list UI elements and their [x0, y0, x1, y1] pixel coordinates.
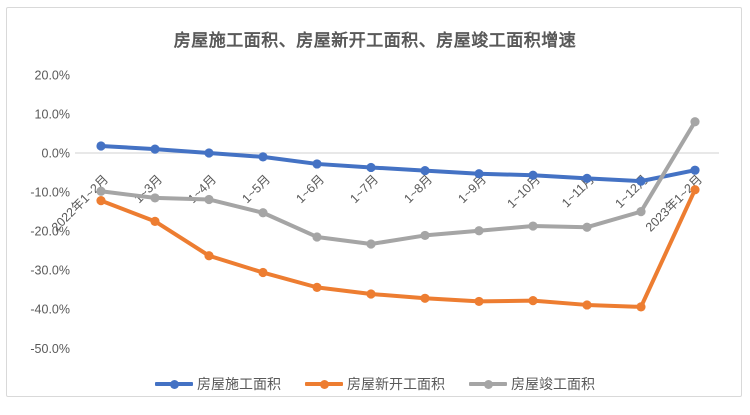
x-axis-category-label: 2023年1~2月	[643, 172, 705, 234]
series-2-marker	[690, 117, 700, 127]
y-axis-tick-label: 0.0%	[42, 147, 71, 161]
series-1-marker	[528, 296, 538, 306]
series-0-marker	[474, 169, 484, 179]
legend-label: 房屋竣工面积	[511, 376, 595, 392]
legend: 房屋施工面积 房屋新开工面积 房屋竣工面积	[0, 374, 750, 394]
series-2-marker	[204, 194, 214, 205]
y-axis-tick-label: 10.0%	[35, 107, 70, 121]
series-line-1	[99, 187, 697, 309]
series-1-marker	[636, 302, 646, 312]
series-0-marker	[258, 152, 268, 162]
legend-dot-icon	[483, 379, 493, 389]
series-1-marker	[96, 196, 106, 206]
x-axis-category-label: 1~3月	[131, 172, 165, 206]
series-0-marker	[366, 162, 376, 173]
legend-label: 房屋新开工面积	[347, 376, 445, 392]
x-axis-category-label: 1~6月	[293, 172, 327, 206]
series-0-marker	[96, 141, 106, 151]
series-2-marker	[258, 208, 268, 218]
legend-item-2: 房屋竣工面积	[469, 374, 595, 394]
series-0-marker	[636, 176, 646, 186]
y-axis-tick-label: -50.0%	[30, 342, 70, 356]
series-2-marker	[420, 230, 430, 241]
series-1-marker	[204, 251, 214, 261]
y-axis-tick-label: -10.0%	[30, 186, 70, 200]
series-1-marker	[366, 289, 376, 299]
series-0-marker	[312, 159, 322, 169]
legend-item-1: 房屋新开工面积	[305, 374, 445, 394]
series-2-marker	[582, 222, 592, 232]
x-axis-category-label: 1~10月	[504, 172, 543, 211]
x-axis-category-label: 1~8月	[401, 172, 435, 206]
legend-label: 房屋施工面积	[197, 376, 281, 392]
legend-line-marker-icon	[155, 379, 193, 389]
y-axis-tick-label: -40.0%	[30, 303, 70, 317]
x-axis-category-label: 1~9月	[455, 172, 489, 206]
series-1-marker	[150, 216, 160, 226]
chart-border-frame	[6, 7, 742, 397]
series-0-marker	[690, 165, 700, 175]
series-2-marker	[528, 221, 538, 231]
series-2-marker	[96, 186, 106, 196]
y-axis-tick-label: -20.0%	[30, 225, 70, 239]
x-axis-category-label: 1~5月	[239, 172, 273, 206]
legend-dot-icon	[169, 379, 179, 389]
series-1-marker	[690, 185, 700, 195]
series-0-marker	[528, 170, 538, 180]
y-axis-tick-label: -30.0%	[30, 264, 70, 278]
legend-line-marker-icon	[469, 379, 507, 389]
series-1-marker	[258, 267, 268, 278]
series-line-0	[99, 143, 697, 184]
series-2-marker	[474, 226, 484, 236]
series-1-marker	[420, 293, 430, 303]
series-2-marker	[150, 193, 160, 203]
series-0-marker	[150, 144, 160, 154]
legend-item-0: 房屋施工面积	[155, 374, 281, 394]
series-line-2	[99, 119, 697, 247]
series-2-marker	[636, 206, 646, 217]
legend-dot-icon	[319, 379, 329, 389]
legend-line-marker-icon	[305, 379, 343, 389]
series-0-marker	[420, 165, 430, 176]
series-1-marker	[312, 282, 322, 292]
series-1-marker	[474, 296, 484, 307]
series-2-marker	[366, 239, 376, 249]
y-axis-tick-label: 20.0%	[35, 68, 70, 82]
chart-title: 房屋施工面积、房屋新开工面积、房屋竣工面积增速	[173, 31, 577, 50]
series-0-marker	[582, 173, 592, 183]
series-1-marker	[582, 300, 592, 310]
series-0-marker	[204, 148, 214, 158]
x-axis-category-label: 1~7月	[347, 172, 381, 206]
series-2-marker	[312, 232, 322, 242]
